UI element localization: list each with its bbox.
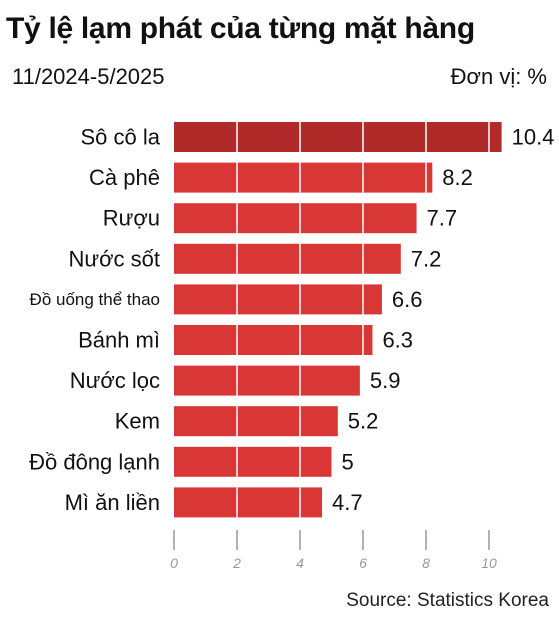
value-label: 10.4 — [512, 125, 555, 150]
category-label: Nước sốt — [68, 246, 160, 271]
value-label: 4.7 — [332, 490, 363, 515]
category-label: Bánh mì — [78, 328, 160, 353]
source-note: Source: Statistics Korea — [346, 590, 549, 611]
value-label: 5.2 — [348, 409, 379, 434]
category-label: Đồ uống thể thao — [30, 290, 160, 309]
value-label: 6.3 — [382, 328, 413, 353]
bar-9 — [174, 446, 332, 477]
chart-subtitle: 11/2024-5/2025 — [12, 64, 165, 89]
bar-6 — [174, 325, 373, 355]
bar-3 — [174, 203, 417, 234]
category-label: Rượu — [103, 206, 160, 231]
category-label: Nước lọc — [70, 368, 160, 393]
bar-5 — [174, 284, 382, 315]
bar-7 — [174, 365, 360, 396]
category-label: Sô cô la — [81, 125, 161, 150]
chart-title: Tỷ lệ lạm phát của từng mặt hàng — [6, 12, 475, 45]
value-label: 6.6 — [392, 287, 423, 312]
unit-label: Đơn vị: % — [450, 64, 547, 89]
x-tick-label: 0 — [170, 555, 178, 571]
value-label: 5.9 — [370, 368, 401, 393]
category-label: Kem — [115, 409, 160, 434]
category-label: Cà phê — [89, 165, 160, 190]
category-label: Đồ đông lạnh — [29, 449, 160, 474]
x-tick-label: 2 — [232, 555, 241, 571]
x-tick-label: 8 — [422, 555, 430, 571]
value-label: 7.7 — [427, 206, 458, 231]
bar-10 — [174, 487, 323, 518]
bar-8 — [174, 406, 338, 437]
value-label: 7.2 — [411, 246, 442, 271]
bar-1 — [174, 122, 502, 152]
value-label: 8.2 — [442, 165, 473, 190]
value-label: 5 — [342, 449, 354, 474]
category-label: Mì ăn liền — [65, 490, 160, 515]
bar-4 — [174, 243, 401, 274]
x-tick-label: 10 — [481, 555, 497, 571]
bar-2 — [174, 162, 433, 193]
x-tick-label: 6 — [359, 555, 367, 571]
x-tick-label: 4 — [296, 555, 304, 571]
